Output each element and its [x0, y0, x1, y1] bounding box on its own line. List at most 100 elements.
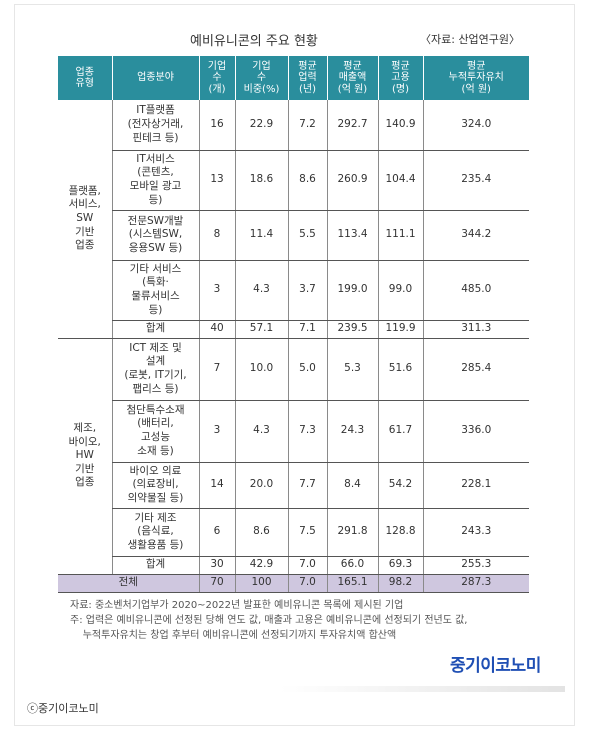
invest-cell: 344.2 [422, 210, 529, 261]
invest-cell: 228.1 [422, 462, 529, 509]
sales-cell: 199.0 [326, 260, 378, 321]
field-cell: 기타 제조 (음식료, 생활용품 등) [111, 508, 199, 557]
employ-cell: 54.2 [377, 462, 423, 509]
count-cell: 8 [198, 210, 235, 261]
note-line: 누적투자유치는 창업 후부터 예비유니콘에 선정되기까지 투자유치액 합산액 [70, 630, 397, 641]
share-cell: 4.3 [234, 400, 288, 463]
count-cell: 14 [198, 462, 235, 509]
sales-cell: 5.3 [326, 338, 378, 401]
field-cell: 합계 [111, 556, 199, 575]
sales-cell: 165.1 [326, 573, 378, 593]
table-title: 예비유니콘의 주요 현황 [190, 34, 318, 49]
sales-cell: 292.7 [326, 100, 378, 151]
header-share: 기업 수 비중(%) [234, 56, 288, 100]
unicorn-status-table: 업종 유형 업종분야 기업 수 (개) 기업 수 비중(%) 평균 업력 (년)… [58, 56, 529, 593]
age-cell: 7.7 [287, 462, 327, 509]
header-company-count: 기업 수 (개) [198, 56, 235, 100]
employ-cell: 104.4 [377, 150, 423, 211]
employ-cell: 51.6 [377, 338, 423, 401]
header-avg-age: 평균 업력 (년) [287, 56, 327, 100]
age-cell: 7.5 [287, 508, 327, 557]
invest-cell: 285.4 [422, 338, 529, 401]
share-cell: 8.6 [234, 508, 288, 557]
employ-cell: 140.9 [377, 100, 423, 151]
age-cell: 7.0 [287, 556, 327, 575]
invest-cell: 324.0 [422, 100, 529, 151]
count-cell: 40 [198, 320, 235, 339]
count-cell: 16 [198, 100, 235, 151]
table-row: 전문SW개발 (시스템SW, 응용SW 등) 8 11.4 5.5 113.4 … [58, 210, 529, 261]
count-cell: 6 [198, 508, 235, 557]
header-field: 업종분야 [111, 56, 199, 100]
age-cell: 5.5 [287, 210, 327, 261]
age-cell: 7.1 [287, 320, 327, 339]
count-cell: 3 [198, 400, 235, 463]
header-avg-employment: 평균 고용 (명) [377, 56, 423, 100]
table-row: IT서비스 (콘텐츠, 모바일 광고 등) 13 18.6 8.6 260.9 … [58, 150, 529, 211]
publisher-logo: 중기이코노미 [450, 656, 541, 676]
invest-cell: 243.3 [422, 508, 529, 557]
age-cell: 8.6 [287, 150, 327, 211]
invest-cell: 485.0 [422, 260, 529, 321]
image-credit: ⓒ중기이코노미 [27, 702, 99, 715]
divider [280, 686, 565, 692]
sales-cell: 239.5 [326, 320, 378, 339]
field-cell: 첨단특수소재 (배터리, 고성능 소재 등) [111, 400, 199, 463]
age-cell: 7.3 [287, 400, 327, 463]
total-row: 전체 70 100 7.0 165.1 98.2 287.3 [58, 573, 529, 593]
employ-cell: 99.0 [377, 260, 423, 321]
count-cell: 30 [198, 556, 235, 575]
field-cell: IT서비스 (콘텐츠, 모바일 광고 등) [111, 150, 199, 211]
invest-cell: 235.4 [422, 150, 529, 211]
note-line: 자료: 중소벤처기업부가 2020~2022년 발표한 예비유니콘 목록에 제시… [70, 600, 404, 611]
table-row: 첨단특수소재 (배터리, 고성능 소재 등) 3 4.3 7.3 24.3 61… [58, 400, 529, 463]
share-cell: 18.6 [234, 150, 288, 211]
sales-cell: 291.8 [326, 508, 378, 557]
field-cell: 바이오 의료 (의료장비, 의약물질 등) [111, 462, 199, 509]
field-cell: IT플랫폼 (전자상거래, 핀테크 등) [111, 100, 199, 151]
header-avg-sales: 평균 매출액 (억 원) [326, 56, 378, 100]
age-cell: 3.7 [287, 260, 327, 321]
invest-cell: 336.0 [422, 400, 529, 463]
field-cell: 합계 [111, 320, 199, 339]
count-cell: 3 [198, 260, 235, 321]
header-row: 업종 유형 업종분야 기업 수 (개) 기업 수 비중(%) 평균 업력 (년)… [58, 56, 529, 100]
invest-cell: 311.3 [422, 320, 529, 339]
share-cell: 20.0 [234, 462, 288, 509]
count-cell: 7 [198, 338, 235, 401]
header-avg-investment: 평균 누적투자유치 (억 원) [422, 56, 529, 100]
header-industry-type: 업종 유형 [58, 56, 112, 100]
group-label: 제조, 바이오, HW 기반 업종 [58, 338, 112, 575]
employ-cell: 69.3 [377, 556, 423, 575]
table-row: 플랫폼, 서비스, SW 기반 업종 IT플랫폼 (전자상거래, 핀테크 등) … [58, 100, 529, 339]
age-cell: 7.0 [287, 573, 327, 593]
field-cell: 기타 서비스 (특화· 물류서비스 등) [111, 260, 199, 321]
count-cell: 13 [198, 150, 235, 211]
share-cell: 22.9 [234, 100, 288, 151]
employ-cell: 98.2 [377, 573, 423, 593]
age-cell: 7.2 [287, 100, 327, 151]
note-line: 주: 업력은 예비유니콘에 선정된 당해 연도 값, 매출과 고용은 예비유니콘… [70, 615, 468, 626]
sales-cell: 260.9 [326, 150, 378, 211]
sales-cell: 113.4 [326, 210, 378, 261]
employ-cell: 119.9 [377, 320, 423, 339]
employ-cell: 128.8 [377, 508, 423, 557]
table-notes: 자료: 중소벤처기업부가 2020~2022년 발표한 예비유니콘 목록에 제시… [70, 598, 530, 643]
field-cell: 전문SW개발 (시스템SW, 응용SW 등) [111, 210, 199, 261]
share-cell: 42.9 [234, 556, 288, 575]
employ-cell: 61.7 [377, 400, 423, 463]
share-cell: 100 [234, 573, 288, 593]
table-row: 기타 서비스 (특화· 물류서비스 등) 3 4.3 3.7 199.0 99.… [58, 260, 529, 321]
sales-cell: 66.0 [326, 556, 378, 575]
invest-cell: 255.3 [422, 556, 529, 575]
sales-cell: 8.4 [326, 462, 378, 509]
count-cell: 70 [198, 573, 235, 593]
employ-cell: 111.1 [377, 210, 423, 261]
share-cell: 11.4 [234, 210, 288, 261]
field-cell: ICT 제조 및 설계 (로봇, IT기기, 팹리스 등) [111, 338, 199, 401]
table-row: 기타 제조 (음식료, 생활용품 등) 6 8.6 7.5 291.8 128.… [58, 508, 529, 557]
sales-cell: 24.3 [326, 400, 378, 463]
total-label: 전체 [58, 573, 199, 593]
share-cell: 57.1 [234, 320, 288, 339]
table-source: 〈자료: 산업연구원〉 [420, 33, 521, 46]
